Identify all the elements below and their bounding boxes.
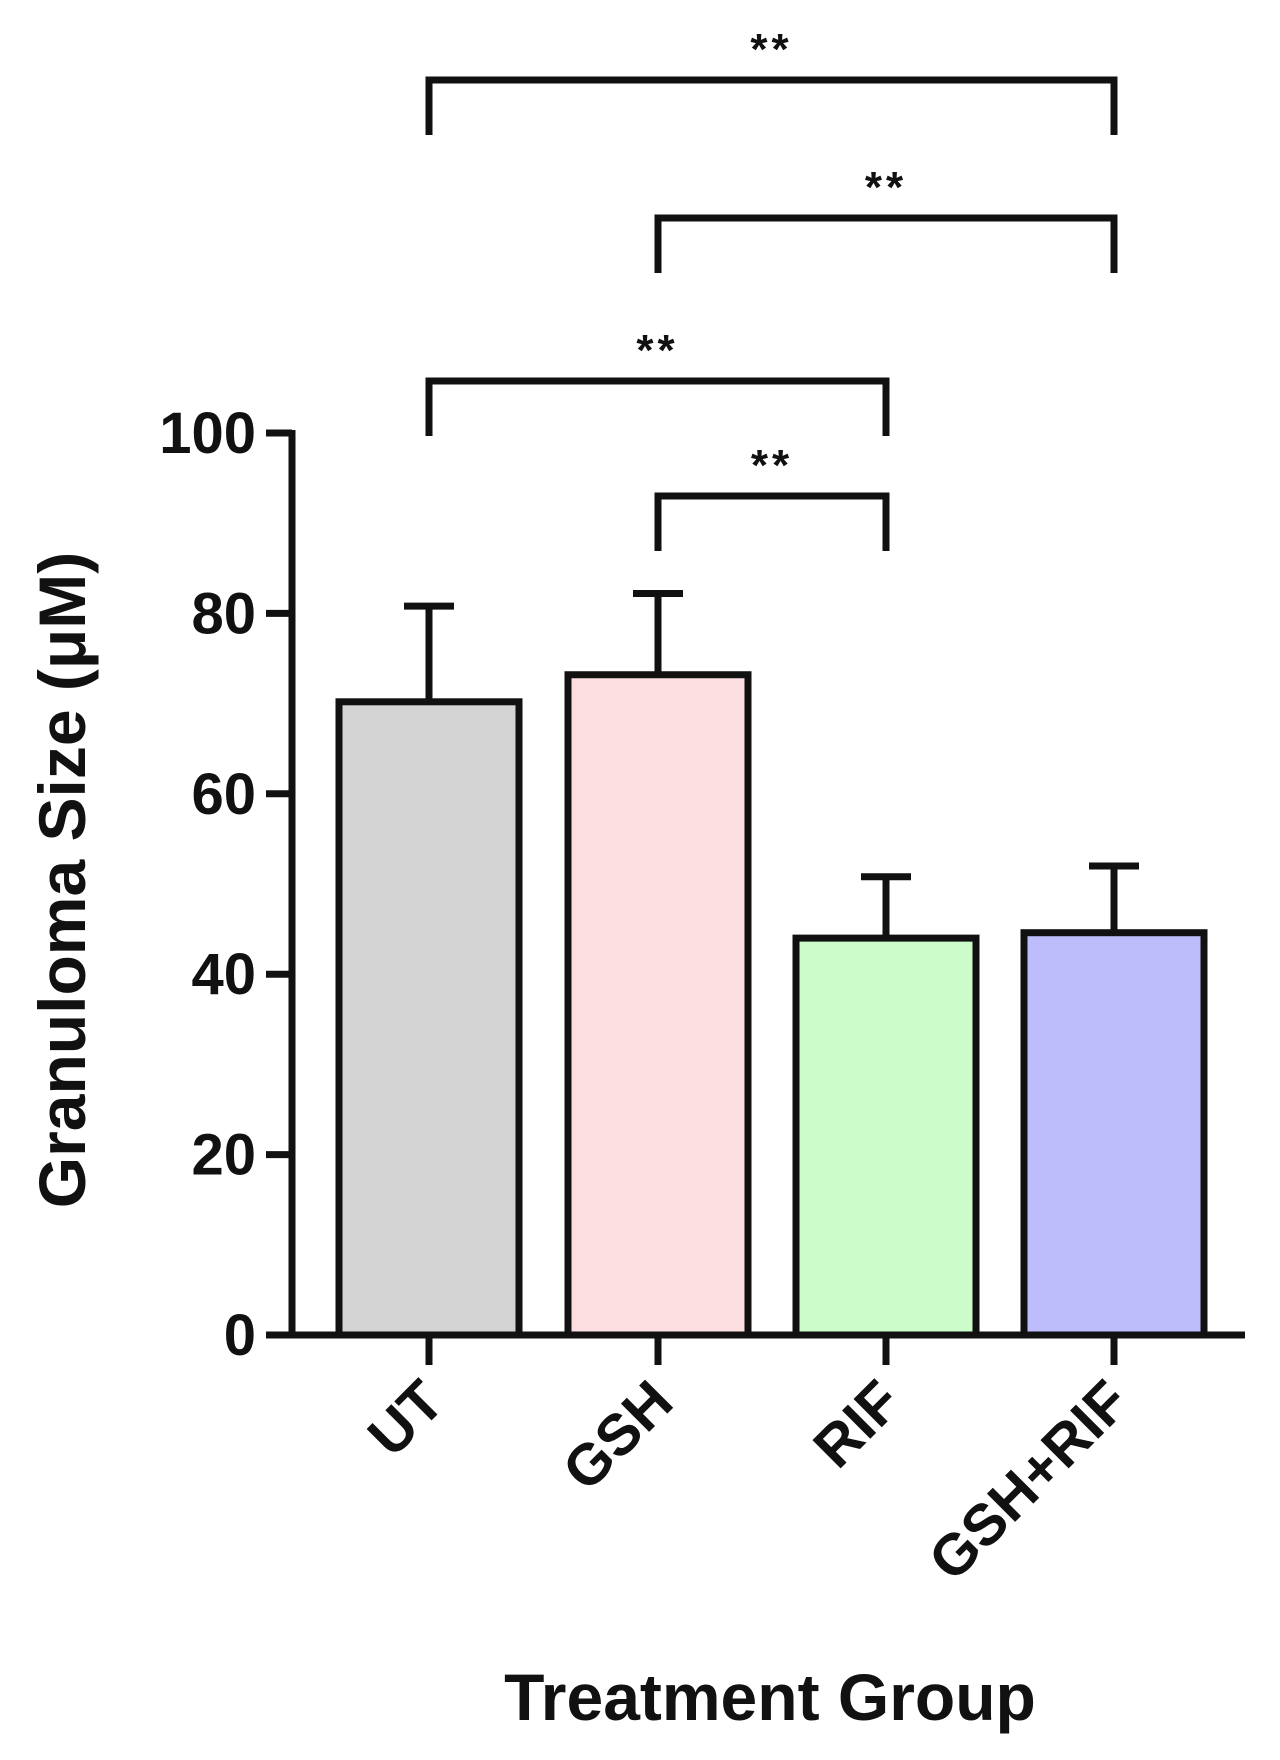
y-axis-title: Granuloma Size (μM) bbox=[25, 552, 99, 1208]
bars-group bbox=[335, 671, 1208, 1339]
error-bars-group bbox=[404, 590, 1139, 939]
significance-label-1: ** bbox=[750, 25, 792, 74]
x-tick-label-gsh: GSH bbox=[550, 1368, 685, 1503]
significance-label-3: ** bbox=[636, 326, 678, 375]
y-tick-label-20: 20 bbox=[191, 1123, 256, 1188]
y-tick-label-40: 40 bbox=[191, 942, 256, 1007]
x-axis: UT GSH RIF GSH+RIF bbox=[289, 1331, 1245, 1593]
y-tick-label-0: 0 bbox=[224, 1303, 256, 1368]
y-tick-label-60: 60 bbox=[191, 762, 256, 827]
x-axis-title: Treatment Group bbox=[504, 1660, 1036, 1734]
y-tick-label-80: 80 bbox=[191, 581, 256, 646]
x-tick-label-ut: UT bbox=[356, 1368, 457, 1469]
bar-gsh-rif bbox=[1020, 929, 1208, 1339]
bar-gsh bbox=[564, 671, 752, 1339]
significance-bracket-4 bbox=[654, 492, 890, 551]
significance-bracket-1 bbox=[425, 76, 1118, 135]
y-axis: 0 20 40 60 80 100 bbox=[159, 401, 296, 1368]
y-tick-label-100: 100 bbox=[159, 401, 256, 466]
bar-ut bbox=[335, 698, 523, 1339]
x-tick-label-gsh-rif: GSH+RIF bbox=[916, 1368, 1141, 1593]
significance-label-4: ** bbox=[751, 441, 793, 490]
significance-label-2: ** bbox=[865, 163, 907, 212]
x-tick-label-rif: RIF bbox=[801, 1368, 913, 1480]
significance-brackets: ** ** ** ** bbox=[425, 25, 1118, 551]
significance-bracket-2 bbox=[654, 214, 1118, 273]
bar-rif bbox=[792, 934, 980, 1339]
significance-bracket-3 bbox=[425, 377, 890, 436]
